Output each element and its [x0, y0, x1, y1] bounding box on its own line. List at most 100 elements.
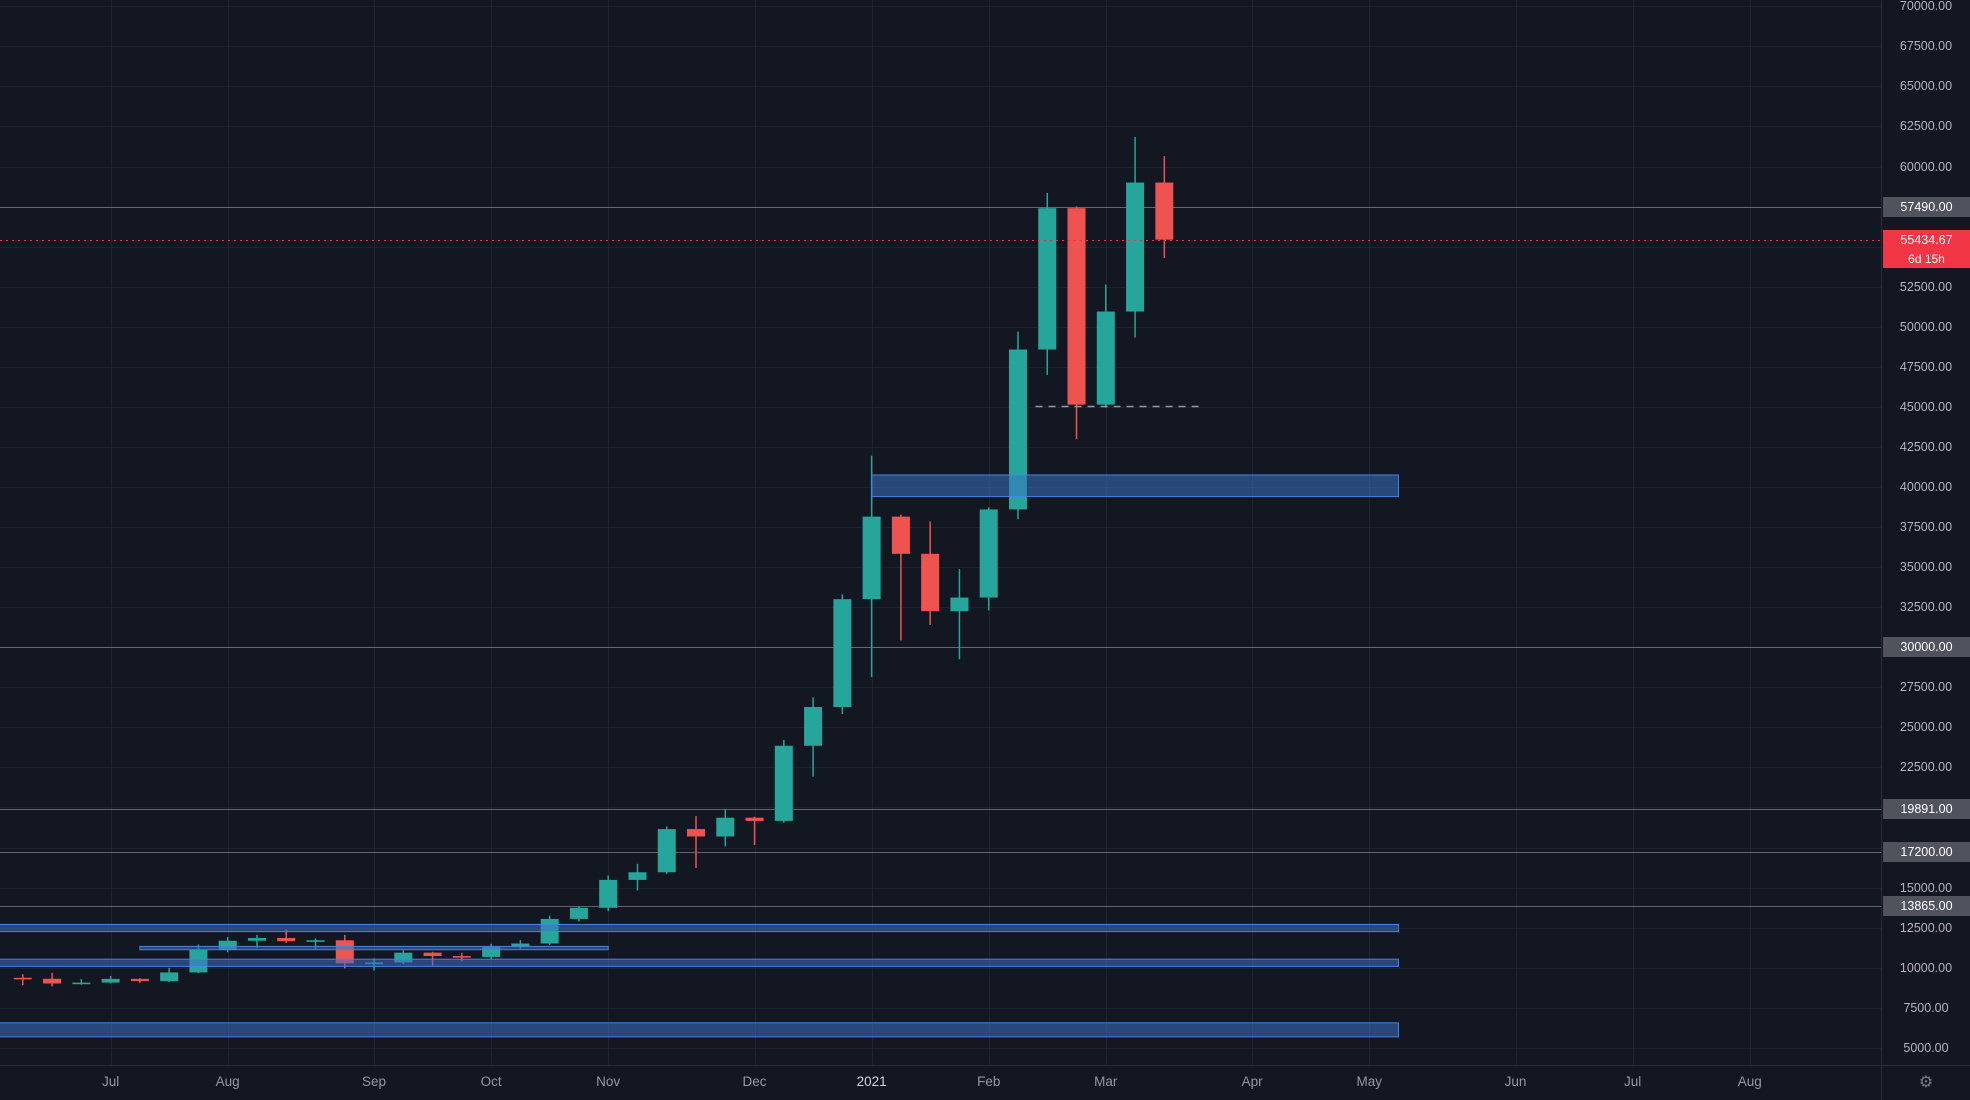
- candle-body: [130, 978, 149, 982]
- time-axis-month-label: Jul: [1624, 1074, 1642, 1089]
- price-tick-label: 15000.00: [1899, 880, 1953, 895]
- current-price-label: 55434.67: [1883, 229, 1970, 250]
- price-tick-label: 5000.00: [1903, 1040, 1949, 1055]
- candle[interactable]: [1096, 284, 1115, 408]
- candle[interactable]: [950, 569, 969, 660]
- candle-body: [628, 872, 647, 880]
- candle[interactable]: [774, 739, 793, 823]
- time-axis[interactable]: Jul Aug Sep Oct Nov Dec 2021 Feb Mar Apr May Jun Jul…: [0, 1065, 1881, 1100]
- candle-body: [1038, 208, 1057, 350]
- axis-corner: ⚙: [1881, 1065, 1970, 1100]
- price-level-label: 57490.00: [1883, 196, 1970, 217]
- candles: [13, 136, 1174, 987]
- candle[interactable]: [43, 972, 62, 987]
- price-tick-label: 42500.00: [1899, 439, 1953, 454]
- price-tick-label: 45000.00: [1899, 399, 1953, 414]
- candle-body: [160, 972, 179, 982]
- candle[interactable]: [1126, 136, 1145, 338]
- candle[interactable]: [979, 507, 998, 611]
- candle[interactable]: [247, 934, 266, 948]
- price-tick-label: 70000.00: [1899, 0, 1953, 14]
- candle-body: [569, 907, 588, 919]
- price-tick-label: 35000.00: [1899, 560, 1953, 575]
- candle-body: [482, 946, 501, 957]
- zone-box[interactable]: [139, 945, 609, 951]
- price-level-label: 30000.00: [1883, 637, 1970, 658]
- grid-lines: [0, 0, 1881, 1065]
- candle[interactable]: [101, 976, 120, 984]
- bar-countdown-label: 6d 15h: [1883, 249, 1970, 268]
- price-tick-label: 10000.00: [1899, 960, 1953, 975]
- candle-body: [511, 943, 530, 947]
- candle-body: [1096, 311, 1115, 405]
- price-tick-label: 50000.00: [1899, 319, 1953, 334]
- candle-body: [687, 829, 706, 837]
- time-axis-month-label: Feb: [977, 1074, 1001, 1089]
- time-axis-month-label: Jun: [1504, 1074, 1527, 1089]
- time-axis-month-label: May: [1356, 1074, 1382, 1089]
- price-level-label: 19891.00: [1883, 799, 1970, 820]
- candle-body: [218, 940, 237, 951]
- candle[interactable]: [599, 875, 618, 912]
- candle[interactable]: [804, 697, 823, 777]
- candle-body: [277, 938, 296, 942]
- candle[interactable]: [687, 816, 706, 869]
- price-tick-label: 65000.00: [1899, 79, 1953, 94]
- candle-body: [950, 597, 969, 612]
- zone-box[interactable]: [871, 474, 1399, 498]
- price-tick-label: 67500.00: [1899, 39, 1953, 54]
- candle-body: [745, 817, 764, 821]
- price-tick-label: 12500.00: [1899, 920, 1953, 935]
- candle[interactable]: [160, 967, 179, 983]
- candle-body: [1155, 182, 1174, 240]
- time-axis-month-label: Aug: [215, 1074, 240, 1089]
- price-axis[interactable]: 70000.00 67500.00 65000.00 62500.00 60000.00…: [1881, 0, 1970, 1065]
- time-axis-month-label: Dec: [742, 1074, 767, 1089]
- candle-body: [804, 706, 823, 746]
- time-axis-month-label: Nov: [596, 1074, 621, 1089]
- candle[interactable]: [657, 826, 676, 874]
- candle-body: [101, 978, 120, 983]
- zone-box[interactable]: [0, 923, 1399, 933]
- candle-body: [1126, 182, 1145, 312]
- candle[interactable]: [833, 594, 852, 715]
- candle-body: [657, 829, 676, 873]
- candle-body: [833, 599, 852, 707]
- chart-canvas[interactable]: [0, 0, 1881, 1065]
- price-level-label: 17200.00: [1883, 842, 1970, 863]
- price-level-label: 13865.00: [1883, 895, 1970, 916]
- candle[interactable]: [72, 979, 91, 985]
- candle[interactable]: [891, 514, 910, 641]
- candle-body: [862, 516, 881, 600]
- time-axis-month-label: Apr: [1241, 1074, 1263, 1089]
- candle-body: [599, 879, 618, 908]
- candle[interactable]: [745, 816, 764, 846]
- candle-body: [921, 553, 940, 612]
- candle-body: [716, 817, 735, 837]
- time-axis-month-label: Sep: [362, 1074, 387, 1089]
- candle[interactable]: [569, 905, 588, 922]
- candle-body: [13, 977, 32, 980]
- candle[interactable]: [1038, 192, 1057, 375]
- candle-body: [979, 509, 998, 598]
- settings-gear-icon[interactable]: ⚙: [1918, 1074, 1934, 1091]
- candle-body: [394, 952, 413, 963]
- time-axis-month-label: Jul: [101, 1074, 120, 1089]
- candle[interactable]: [921, 521, 940, 625]
- zone-box[interactable]: [0, 958, 1399, 967]
- candle[interactable]: [1067, 206, 1086, 439]
- candle-body: [247, 938, 266, 941]
- price-tick-label: 22500.00: [1899, 760, 1953, 775]
- time-axis-month-label: Mar: [1094, 1074, 1118, 1089]
- price-tick-label: 27500.00: [1899, 680, 1953, 695]
- price-tick-label: 47500.00: [1899, 359, 1953, 374]
- candle[interactable]: [628, 863, 647, 891]
- candle-body: [1067, 208, 1086, 405]
- candle[interactable]: [13, 974, 32, 986]
- price-tick-label: 37500.00: [1899, 520, 1953, 535]
- zone-box[interactable]: [0, 1022, 1399, 1038]
- candle[interactable]: [1155, 156, 1174, 258]
- candle[interactable]: [716, 809, 735, 847]
- price-tick-label: 25000.00: [1899, 720, 1953, 735]
- candle[interactable]: [130, 978, 149, 983]
